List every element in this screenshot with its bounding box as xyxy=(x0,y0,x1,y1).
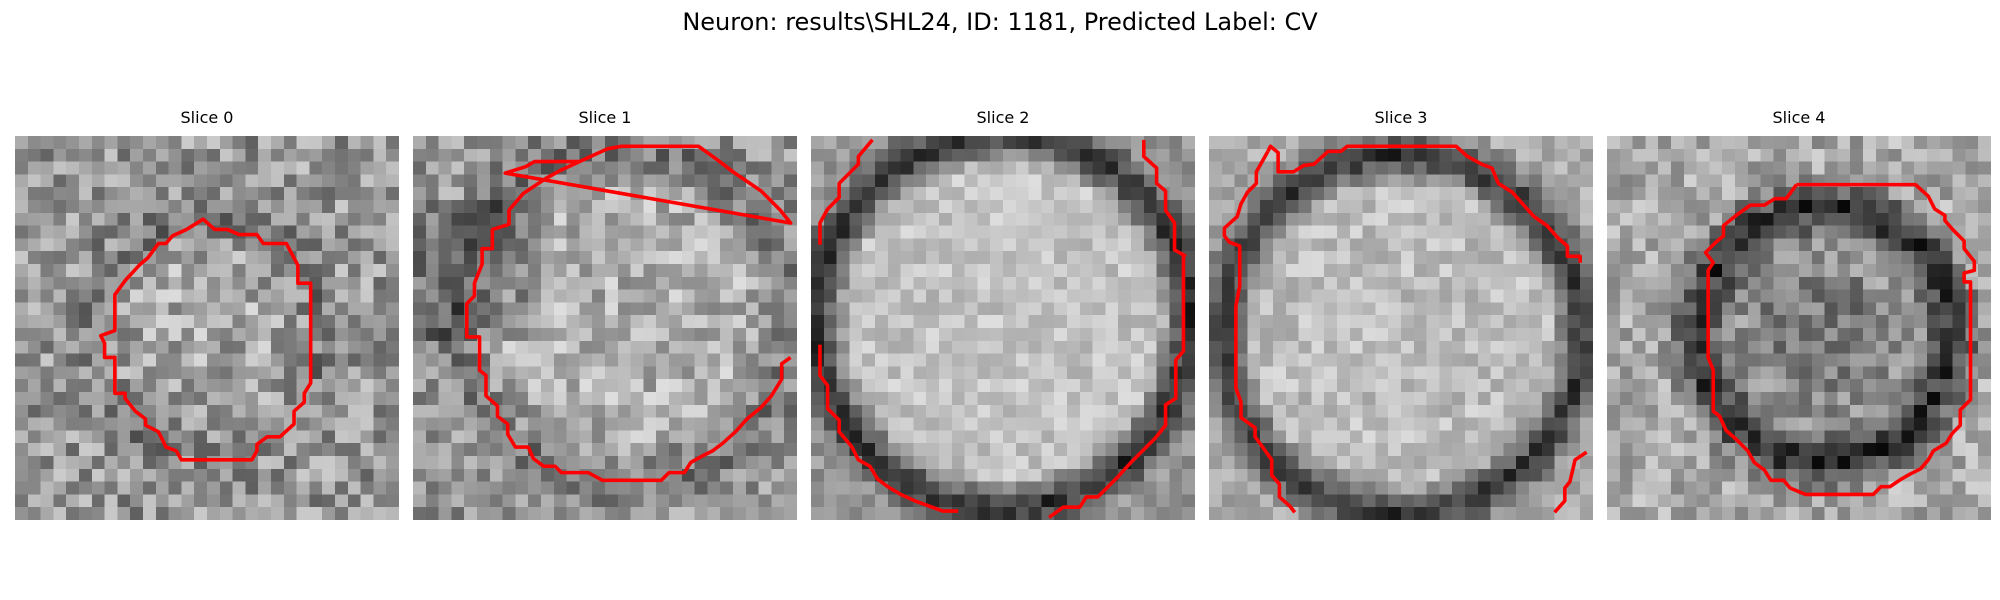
slice-image xyxy=(15,136,399,520)
slice-panel-1: Slice 1 xyxy=(413,108,797,520)
slice-title: Slice 3 xyxy=(1374,108,1428,127)
slice-image xyxy=(811,136,1195,520)
figure-title: Neuron: results\SHL24, ID: 1181, Predict… xyxy=(682,8,1318,36)
slice-panel-4: Slice 4 xyxy=(1607,108,1991,520)
slice-title: Slice 4 xyxy=(1772,108,1826,127)
slice-title: Slice 0 xyxy=(180,108,234,127)
slice-title: Slice 1 xyxy=(578,108,632,127)
slice-panel-2: Slice 2 xyxy=(811,108,1195,520)
slice-image xyxy=(413,136,797,520)
slice-image xyxy=(1607,136,1991,520)
slice-image xyxy=(1209,136,1593,520)
slice-panel-3: Slice 3 xyxy=(1209,108,1593,520)
slice-title: Slice 2 xyxy=(976,108,1030,127)
slice-panel-0: Slice 0 xyxy=(15,108,399,520)
